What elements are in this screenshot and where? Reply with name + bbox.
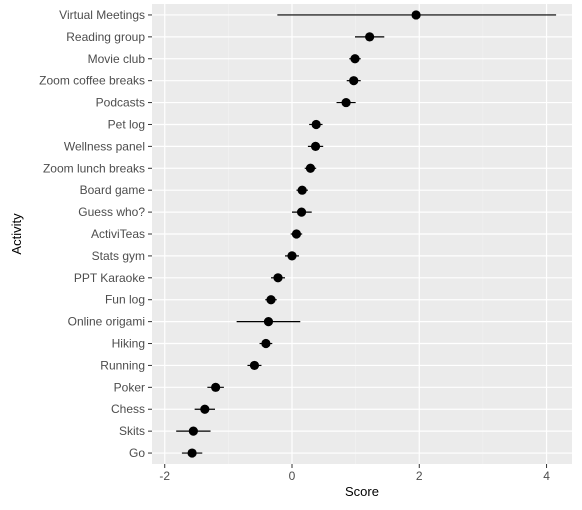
estimate-point [211, 382, 221, 392]
x-axis-title: Score [345, 484, 379, 499]
estimate-point [305, 163, 316, 173]
estimate-point [188, 426, 198, 436]
y-tick-label: PPT Karaoke [74, 271, 145, 285]
estimate-point [341, 97, 351, 108]
x-axis: -2 0 2 4 [159, 464, 550, 483]
y-tick-label: Zoom coffee breaks [39, 74, 145, 88]
data-marks [176, 10, 557, 458]
y-tick-label: Hiking [112, 337, 145, 351]
y-tick-label: Wellness panel [64, 139, 145, 153]
y-tick-label: Running [100, 358, 145, 372]
y-tick-label: Guess who? [78, 205, 145, 219]
x-tick-label: -2 [159, 469, 170, 483]
y-tick-label: Reading group [66, 30, 145, 44]
y-tick-label: ActiviTeas [91, 227, 145, 241]
y-tick-label: Go [129, 446, 145, 460]
estimate-point [261, 338, 271, 349]
estimate-point [249, 360, 260, 371]
estimate-point [187, 448, 197, 458]
y-tick-label: Board game [80, 183, 146, 197]
y-tick-label: Movie club [88, 52, 146, 66]
y-axis: Virtual Meetings Reading group Movie club Z… [39, 8, 152, 460]
y-tick-label: Stats gym [92, 249, 145, 263]
x-tick-label: 0 [289, 469, 296, 483]
grid-lines [152, 4, 572, 464]
estimate-point [273, 273, 283, 283]
y-tick-label: Poker [114, 380, 145, 394]
estimate-point [291, 229, 302, 239]
estimate-point [263, 317, 274, 327]
estimate-point [266, 295, 276, 305]
estimate-point [350, 54, 360, 64]
y-tick-label: Pet log [108, 117, 145, 131]
estimate-point [349, 76, 359, 86]
estimate-point [365, 32, 375, 42]
estimate-point [411, 10, 421, 20]
y-tick-label: Fun log [105, 293, 145, 307]
estimate-point [311, 119, 321, 130]
y-tick-label: Chess [111, 402, 145, 416]
estimate-point [200, 404, 210, 414]
estimate-point [310, 141, 321, 151]
y-tick-label: Zoom lunch breaks [43, 161, 145, 175]
y-tick-label: Podcasts [96, 96, 145, 110]
y-tick-label: Online origami [68, 315, 145, 329]
y-axis-title: Activity [9, 213, 24, 255]
x-tick-label: 2 [416, 469, 423, 483]
y-tick-label: Virtual Meetings [59, 8, 145, 22]
estimate-point [296, 207, 307, 217]
estimate-point [287, 251, 297, 261]
estimate-point [297, 185, 307, 195]
x-tick-label: 4 [543, 469, 550, 483]
y-tick-label: Skits [119, 424, 145, 438]
